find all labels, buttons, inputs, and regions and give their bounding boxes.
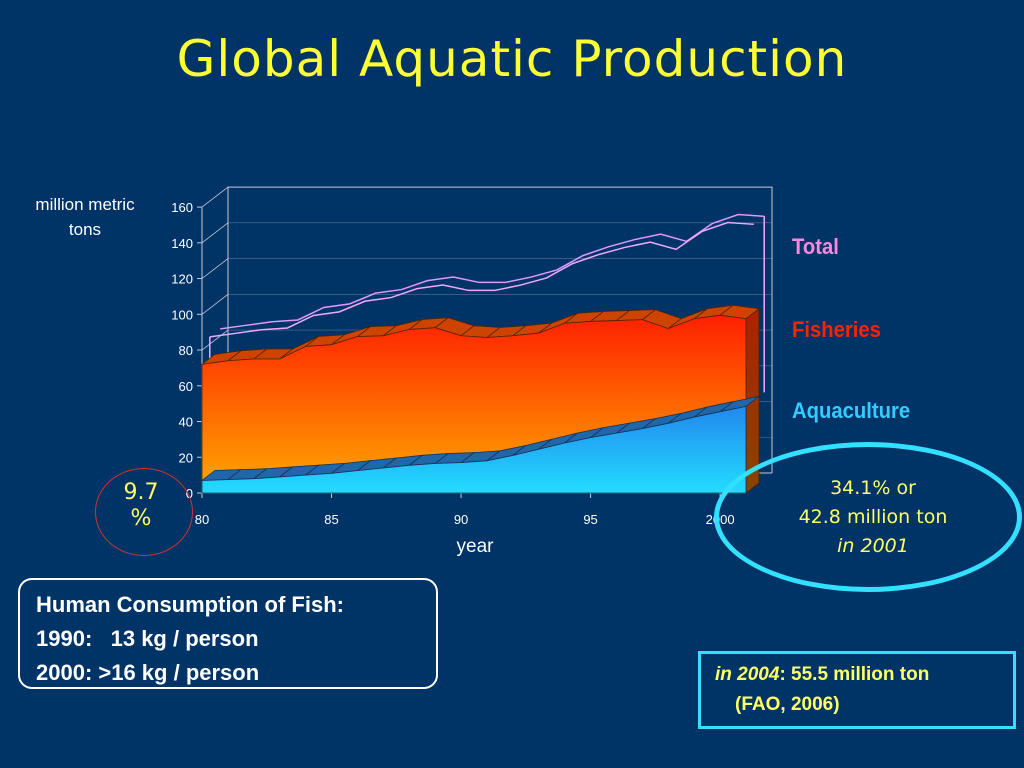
fao-note-box: in 2004: 55.5 million ton (FAO, 2006) [698,651,1016,729]
share-line-3: in 2001 [837,535,909,557]
consumption-box: Human Consumption of Fish: 1990: 13 kg /… [18,578,438,689]
slide-title: Global Aquatic Production [176,30,848,88]
pct-1980-circle [95,468,193,556]
y-tick-label: 160 [171,200,193,215]
total-line-back [220,213,765,330]
total-line-front [209,221,754,338]
pct-sign: % [130,506,152,531]
y-tick-label: 60 [179,379,193,394]
y-tick-label: 120 [171,272,193,287]
legend-fisheries-label: Fisheries [792,317,881,342]
y-tick-label: 40 [179,415,193,430]
y-gridline-depth [201,329,229,351]
legend-total: Total [792,234,839,260]
x-tick-label: 90 [454,512,468,527]
legend-fisheries: Fisheries [792,317,881,343]
legend-total-label: Total [792,234,839,259]
y-gridline-depth [201,222,229,244]
chart-series [200,213,765,494]
fao-value: : 55.5 million ton [779,664,930,685]
x-axis-label: year [456,536,494,557]
y-tick-label: 80 [179,343,193,358]
y-gridline-depth [201,293,229,315]
legend-aquaculture-label: Aquaculture [792,398,911,423]
fao-source: (FAO, 2006) [735,694,840,715]
x-tick-label: 85 [324,512,338,527]
y-tick-label: 100 [171,307,193,322]
y-tick-label: 20 [179,450,193,465]
aquaculture-area [201,405,747,494]
share-line-2: 42.8 million ton [798,506,948,528]
pct-value: 9.7 [123,480,159,505]
x-tick-label: 80 [195,512,209,527]
y-tick-label: 140 [171,236,193,251]
consumption-heading: Human Consumption of Fish: [36,592,344,617]
x-tick-label: 95 [583,512,597,527]
y-tick-label: 0 [186,486,193,501]
share-2001-note: 34.1% or 42.8 million ton in 2001 [760,474,986,561]
aquaculture-pct-1980: 9.7 % [118,480,164,532]
share-line-1: 34.1% or [830,477,916,499]
y-gridline-depth [201,186,229,208]
consumption-2000: 2000: >16 kg / person [36,660,260,685]
consumption-1990: 1990: 13 kg / person [36,626,259,651]
y-axis-label: million metric tons [35,195,135,239]
x-axis-ticks: 80 85 90 95 2000 [195,493,735,527]
share-2001-ellipse [714,442,1022,592]
y-gridline-depth [201,258,229,279]
legend-aquaculture: Aquaculture [792,398,910,424]
fao-year: in 2004 [715,664,780,685]
